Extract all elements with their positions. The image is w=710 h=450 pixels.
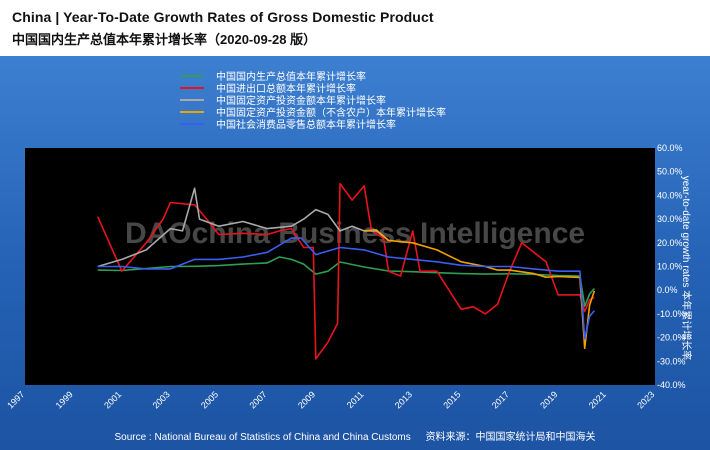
x-tick-label: 2021	[587, 389, 608, 410]
y-tick-label: 0.0%	[657, 285, 678, 295]
y-tick-label: -10.0%	[657, 309, 686, 319]
x-tick-label: 1997	[5, 389, 26, 410]
x-tick-label: 2007	[247, 389, 268, 410]
series-line-3	[97, 187, 389, 268]
x-tick-label: 2017	[490, 389, 511, 410]
x-tick-label: 2001	[102, 389, 123, 410]
source-zh: 资料来源：中国国家统计局和中国海关	[425, 432, 596, 443]
y-tick-label: -20.0%	[657, 333, 686, 343]
y-tick-label: 50.0%	[657, 167, 683, 177]
header: China | Year-To-Date Growth Rates of Gro…	[0, 0, 710, 56]
legend-entry: 中国固定资产投资金额本年累计增长率	[216, 94, 386, 107]
chart-title-en: China | Year-To-Date Growth Rates of Gro…	[12, 9, 434, 25]
x-tick-label: 2013	[393, 389, 414, 410]
y-tick-label: 30.0%	[657, 214, 683, 224]
x-tick-label: 2015	[441, 389, 462, 410]
x-tick-label: 2019	[538, 389, 559, 410]
source-line: Source : National Bureau of Statistics o…	[0, 428, 710, 443]
y-tick-label: 20.0%	[657, 238, 683, 248]
legend-entry: 中国固定资产投资金额（不含农户）本年累计增长率	[216, 106, 446, 119]
y-tick-label: 60.0%	[657, 143, 683, 153]
y-axis-label: year-to-date growth rates 本年累计增长率	[680, 176, 693, 361]
y-tick-label: -30.0%	[657, 356, 686, 366]
chart-title-zh: 中国国内生产总值本年累计增长率（2020-09-28 版）	[12, 32, 317, 47]
x-tick-label: 2005	[199, 389, 220, 410]
legend-entry: 中国进出口总额本年累计增长率	[216, 82, 356, 95]
x-tick-label: 2011	[345, 389, 366, 410]
x-tick-label: 2023	[635, 389, 656, 410]
series-line-1	[97, 256, 596, 308]
y-tick-label: 40.0%	[657, 190, 683, 200]
legend-entry: 中国社会消费品零售总额本年累计增长率	[216, 118, 396, 131]
source-en: Source : National Bureau of Statistics o…	[114, 432, 411, 443]
y-tick-label: 10.0%	[657, 262, 683, 272]
x-tick-label: 2003	[151, 389, 172, 410]
y-tick-label: -40.0%	[657, 380, 686, 390]
series-line-5	[97, 237, 596, 340]
x-tick-label: 2009	[296, 389, 317, 410]
watermark: DAOchina Business Intelligence	[125, 217, 585, 250]
legend-entry: 中国国内生产总值本年累计增长率	[216, 70, 366, 83]
x-tick-label: 1999	[54, 389, 75, 410]
